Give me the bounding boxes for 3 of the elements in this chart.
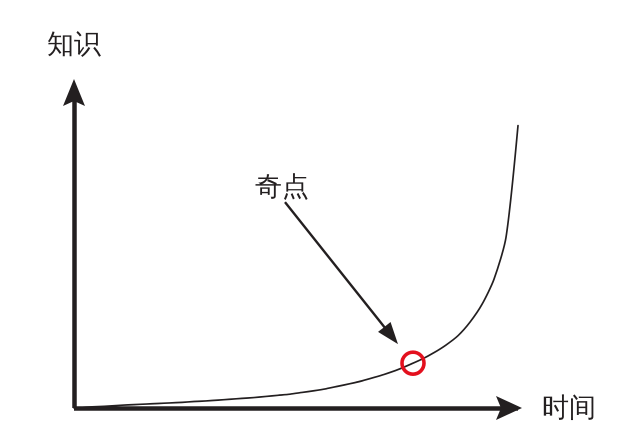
y-axis-title: 知识 xyxy=(47,29,101,60)
x-axis-title: 时间 xyxy=(542,392,596,424)
annotation: 奇点 xyxy=(254,172,309,203)
